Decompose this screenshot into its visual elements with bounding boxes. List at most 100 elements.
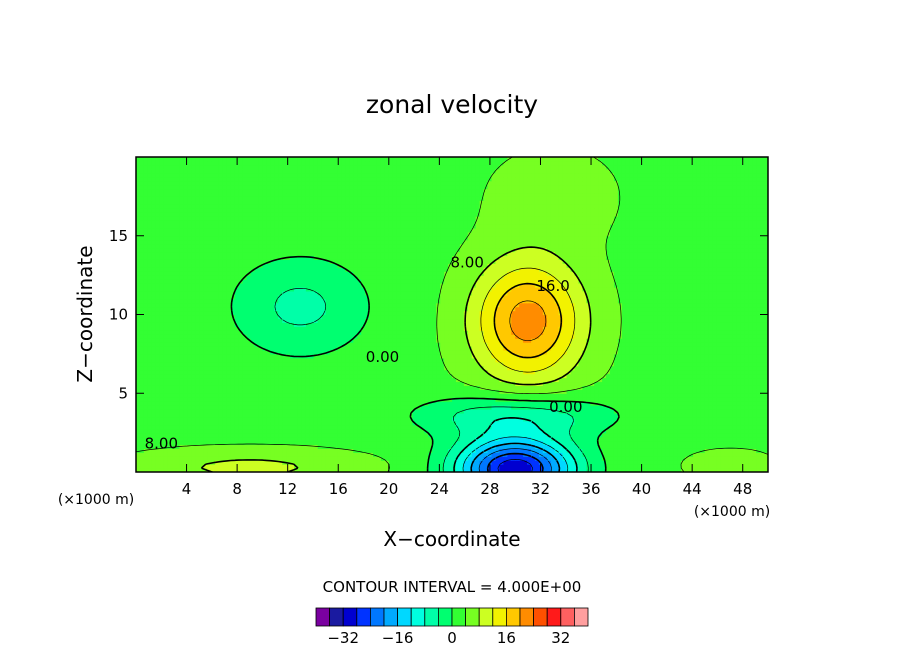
field-cell bbox=[274, 412, 279, 418]
field-cell bbox=[329, 381, 335, 386]
field-cell bbox=[218, 397, 224, 402]
field-cell bbox=[649, 428, 655, 434]
field-cell bbox=[475, 369, 481, 375]
field-cell bbox=[380, 444, 386, 449]
field-cell bbox=[692, 385, 698, 390]
field-cell bbox=[641, 393, 647, 398]
field-cell bbox=[708, 353, 714, 359]
field-cell bbox=[578, 420, 583, 426]
field-cell bbox=[282, 412, 287, 418]
field-cell bbox=[337, 412, 342, 418]
field-cell bbox=[479, 401, 485, 406]
field-cell bbox=[503, 420, 508, 426]
field-cell bbox=[637, 420, 643, 426]
field-cell bbox=[554, 381, 560, 386]
field-cell bbox=[578, 393, 583, 398]
field-cell bbox=[139, 389, 145, 394]
field-cell bbox=[507, 420, 512, 426]
field-cell bbox=[661, 409, 666, 414]
field-cell bbox=[455, 369, 461, 375]
field-cell bbox=[467, 448, 473, 453]
field-cell bbox=[333, 401, 339, 406]
field-cell bbox=[400, 468, 406, 472]
field-cell bbox=[598, 361, 603, 367]
field-cell bbox=[582, 424, 587, 430]
field-cell bbox=[566, 393, 572, 398]
field-cell bbox=[625, 357, 631, 363]
field-cell bbox=[657, 393, 662, 398]
field-cell bbox=[412, 373, 418, 379]
field-cell bbox=[191, 432, 196, 438]
field-cell bbox=[538, 412, 544, 418]
field-cell bbox=[325, 416, 331, 422]
field-cell bbox=[463, 353, 469, 359]
field-cell bbox=[531, 416, 536, 422]
field-cell bbox=[242, 357, 248, 363]
field-cell bbox=[712, 440, 718, 446]
field-cell bbox=[183, 361, 188, 367]
field-cell bbox=[167, 393, 173, 398]
field-cell bbox=[215, 389, 220, 394]
field-cell bbox=[294, 456, 299, 461]
field-cell bbox=[448, 412, 453, 418]
field-cell bbox=[341, 377, 346, 383]
field-cell bbox=[143, 444, 149, 449]
field-cell bbox=[491, 381, 497, 386]
field-cell bbox=[369, 464, 374, 469]
field-cell bbox=[641, 452, 647, 457]
field-cell bbox=[720, 405, 726, 410]
field-cell bbox=[222, 377, 228, 383]
field-cell bbox=[408, 456, 414, 461]
field-cell bbox=[408, 468, 414, 472]
field-cell bbox=[262, 432, 267, 438]
field-cell bbox=[645, 397, 651, 402]
field-cell bbox=[226, 397, 232, 402]
field-cell bbox=[151, 373, 157, 379]
field-cell bbox=[534, 377, 540, 383]
field-cell bbox=[286, 468, 291, 472]
field-cell bbox=[578, 436, 583, 442]
field-cell bbox=[424, 381, 429, 386]
field-cell bbox=[211, 346, 216, 351]
field-cell bbox=[373, 460, 378, 465]
field-cell bbox=[290, 460, 295, 465]
field-cell bbox=[329, 349, 335, 355]
field-cell bbox=[637, 448, 643, 453]
field-cell bbox=[728, 381, 734, 386]
field-cell bbox=[136, 365, 141, 371]
field-cell bbox=[305, 440, 311, 446]
field-cell bbox=[455, 432, 461, 438]
field-cell bbox=[689, 456, 694, 461]
field-cell bbox=[424, 452, 429, 457]
field-cell bbox=[554, 389, 560, 394]
field-cell bbox=[384, 405, 390, 410]
field-cell bbox=[432, 436, 437, 442]
field-cell bbox=[566, 440, 572, 446]
field-cell bbox=[203, 452, 208, 457]
field-cell bbox=[582, 456, 587, 461]
field-cell bbox=[143, 346, 149, 351]
field-cell bbox=[337, 468, 342, 472]
field-cell bbox=[550, 385, 556, 390]
field-cell bbox=[151, 460, 157, 465]
field-cell bbox=[416, 381, 421, 386]
field-cell bbox=[594, 424, 599, 430]
field-cell bbox=[313, 416, 319, 422]
field-cell bbox=[440, 409, 445, 414]
field-cell bbox=[199, 440, 204, 446]
field-cell bbox=[716, 460, 722, 465]
field-cell bbox=[215, 397, 220, 402]
field-cell bbox=[238, 357, 244, 363]
field-cell bbox=[294, 468, 299, 472]
field-cell bbox=[234, 393, 240, 398]
field-cell bbox=[171, 373, 177, 379]
field-cell bbox=[380, 361, 386, 367]
field-cell bbox=[361, 412, 366, 418]
field-cell bbox=[218, 357, 224, 363]
field-cell bbox=[400, 436, 406, 442]
field-cell bbox=[420, 440, 425, 446]
field-cell bbox=[507, 444, 512, 449]
field-cell bbox=[440, 405, 445, 410]
field-cell bbox=[369, 409, 374, 414]
field-cell bbox=[685, 393, 690, 398]
